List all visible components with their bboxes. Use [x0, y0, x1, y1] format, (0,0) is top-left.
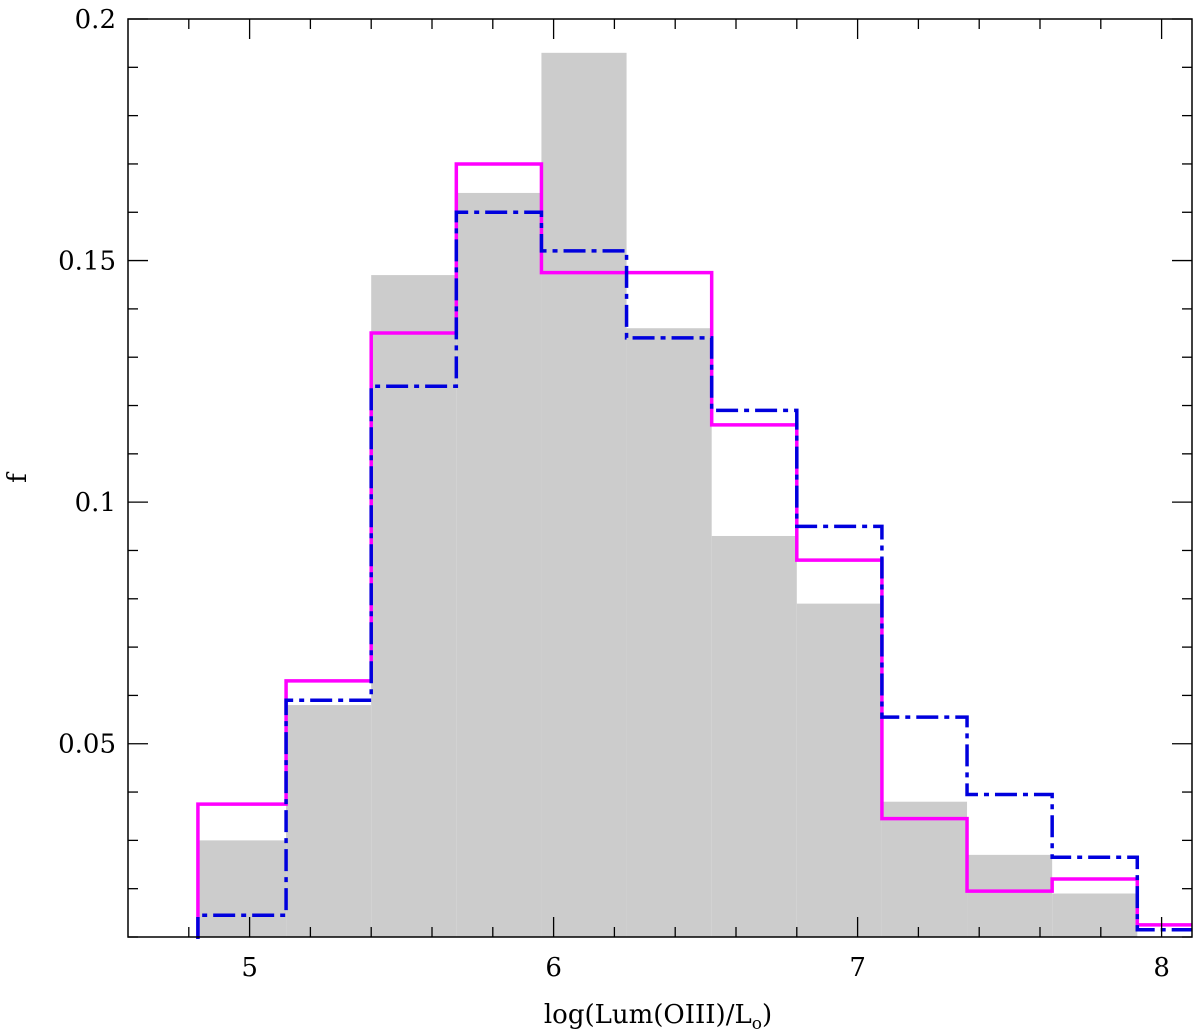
x-tick-label: 5: [241, 953, 258, 983]
gray-bar: [881, 801, 968, 937]
y-tick-label: 0.05: [58, 730, 116, 760]
histogram-step-lines: [196, 162, 1192, 939]
x-axis-label: log(Lum(OIII)/Lo): [544, 1000, 772, 1032]
gray-bar: [456, 192, 542, 938]
y-tick-label: 0.15: [58, 247, 116, 277]
blue-dashdot-step-line: [196, 210, 1192, 939]
y-tick-label: 0.1: [75, 488, 116, 518]
x-axis-label-close: ): [762, 1000, 772, 1030]
gray-bar: [541, 52, 627, 938]
x-axis-label-subscript: o: [752, 1014, 762, 1032]
gray-bar: [1052, 893, 1138, 937]
tick-labels: 5 6 7 8 0.05 0.1 0.15 0.2: [58, 5, 1170, 983]
x-tick-label: 8: [1153, 953, 1170, 983]
plot-frame: [127, 18, 1193, 938]
gray-bar: [711, 535, 797, 937]
x-axis-label-main: log(Lum(OIII)/L: [544, 1000, 752, 1030]
gray-bar: [286, 705, 372, 937]
y-axis-label: f: [3, 471, 33, 483]
gray-bar: [371, 275, 457, 937]
y-tick-label: 0.2: [75, 5, 116, 35]
gray-bar: [796, 603, 882, 937]
gray-bar: [197, 840, 287, 937]
plot-axes: [127, 18, 1193, 938]
gray-bar: [967, 854, 1053, 937]
gray-histogram-bars: [197, 52, 1138, 938]
gray-bar: [626, 328, 712, 937]
axis-ticks: [128, 18, 1192, 938]
x-tick-label: 6: [545, 953, 562, 983]
x-tick-label: 7: [849, 953, 866, 983]
